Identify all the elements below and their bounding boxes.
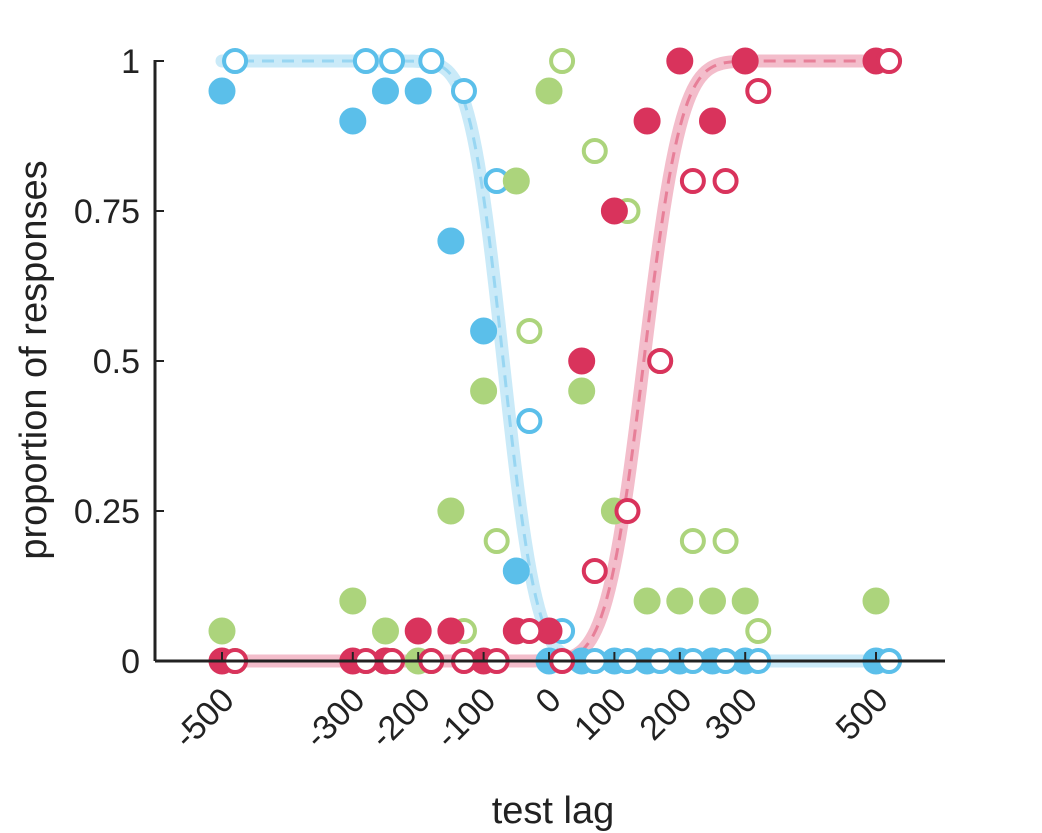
y-tick-label: 0.25: [74, 493, 140, 531]
y-tick-label: 0: [121, 643, 140, 681]
point-red-filled: [568, 347, 596, 375]
x-tick-label: 300: [698, 681, 765, 748]
point-blue-filled: [502, 557, 530, 585]
point-red-open: [581, 558, 608, 584]
point-blue-open: [516, 408, 543, 434]
point-green-filled: [633, 587, 661, 615]
point-red-open: [712, 168, 739, 194]
point-blue-filled: [404, 77, 432, 105]
x-tick-label: 500: [829, 681, 896, 748]
fit-line-blue: [222, 59, 876, 663]
point-red-open: [679, 168, 706, 194]
point-blue-open: [222, 48, 249, 74]
x-axis-label: test lag: [492, 790, 615, 832]
y-tick-label: 1: [121, 43, 140, 81]
y-tick-label: 0.75: [74, 193, 140, 231]
point-green-open: [679, 528, 706, 554]
point-blue-open: [418, 48, 445, 74]
point-green-filled: [208, 617, 236, 645]
point-green-filled: [862, 587, 890, 615]
fit-band-blue: [215, 54, 883, 668]
point-blue-filled: [470, 317, 498, 345]
point-green-filled: [372, 617, 399, 645]
y-axis-label: proportion of responses: [13, 160, 55, 559]
point-green-open: [549, 48, 576, 74]
fit-curves: [215, 54, 883, 668]
point-green-filled: [535, 77, 563, 105]
point-red-open: [614, 498, 641, 524]
point-green-filled: [502, 167, 530, 195]
y-tick-label: 0.5: [93, 343, 140, 381]
point-green-open: [483, 528, 510, 554]
point-blue-open: [379, 48, 406, 74]
point-blue-filled: [208, 77, 236, 105]
point-green-filled: [339, 587, 367, 615]
point-blue-filled: [372, 77, 399, 105]
x-tick-label: 200: [632, 681, 699, 748]
x-tick-label: -100: [428, 681, 503, 756]
point-green-filled: [568, 377, 596, 405]
point-blue-open: [352, 48, 379, 74]
point-green-filled: [731, 587, 759, 615]
point-red-filled: [699, 107, 726, 135]
point-blue-open: [450, 78, 477, 104]
point-green-filled: [470, 377, 498, 405]
point-blue-filled: [437, 227, 465, 255]
point-green-open: [581, 138, 608, 164]
point-red-open: [876, 48, 903, 74]
fit-line-red: [222, 59, 876, 663]
x-tick-label: 100: [567, 681, 634, 748]
x-tick-label: -500: [167, 681, 242, 756]
point-red-filled: [600, 197, 628, 225]
data-points: [208, 47, 903, 675]
point-red-filled: [404, 617, 432, 645]
point-red-filled: [666, 47, 694, 75]
fit-band-red: [215, 54, 883, 668]
point-green-open: [745, 618, 772, 644]
point-green-open: [516, 318, 543, 344]
point-blue-filled: [339, 107, 367, 135]
point-green-filled: [437, 497, 465, 525]
point-red-open: [745, 78, 772, 104]
point-red-open: [647, 348, 674, 374]
axes: [153, 60, 945, 663]
point-green-filled: [666, 587, 694, 615]
x-tick-label: -300: [297, 681, 372, 756]
point-red-filled: [633, 107, 661, 135]
point-red-filled: [731, 47, 759, 75]
x-tick-label: -200: [363, 681, 438, 756]
point-green-open: [712, 528, 739, 554]
point-green-filled: [699, 587, 726, 615]
point-red-filled: [437, 617, 465, 645]
x-tick-label: 0: [528, 681, 568, 721]
point-red-open: [516, 618, 543, 644]
